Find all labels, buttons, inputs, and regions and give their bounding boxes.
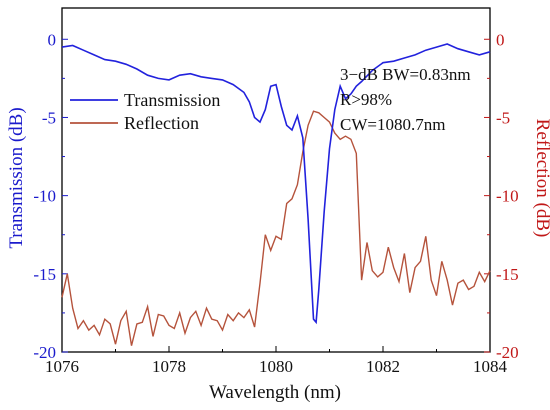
y-right-tick-labels: 0 -5 -10 -15 -20 — [496, 30, 519, 362]
x-tick-label: 1078 — [152, 357, 186, 376]
x-tick-label: 1080 — [259, 357, 293, 376]
x-tick-label: 1084 — [473, 357, 508, 376]
legend-label-transmission: Transmission — [124, 90, 220, 110]
y-right-axis-title: Reflection (dB) — [532, 119, 550, 238]
x-tick-labels: 1076 1078 1080 1082 1084 — [45, 357, 508, 376]
y-left-tick-label: -10 — [33, 187, 56, 206]
y-left-tick-label: -15 — [33, 265, 56, 284]
legend: Transmission Reflection — [70, 90, 220, 133]
annotation-bandwidth: 3−dB BW=0.83nm — [340, 65, 471, 84]
annotation-reflectivity: R>98% — [340, 90, 392, 109]
x-tick-label: 1082 — [366, 357, 400, 376]
legend-label-reflection: Reflection — [124, 113, 199, 133]
x-tick-label: 1076 — [45, 357, 79, 376]
annotation-block: 3−dB BW=0.83nm R>98% CW=1080.7nm — [340, 65, 471, 134]
y-right-tick-label: -5 — [496, 108, 510, 127]
x-axis-title: Wavelength (nm) — [209, 382, 341, 403]
reflection-series-line — [61, 110, 491, 346]
plot-frame — [61, 7, 491, 353]
y-left-tick-label: 0 — [48, 30, 57, 49]
annotation-center-wavelength: CW=1080.7nm — [340, 115, 445, 134]
transmission-series-line — [61, 43, 491, 325]
axis-ticks — [61, 38, 491, 353]
y-right-tick-label: -10 — [496, 187, 519, 206]
y-left-tick-label: -20 — [33, 343, 56, 362]
plot-area — [61, 7, 491, 353]
y-left-tick-label: -5 — [42, 108, 56, 127]
y-right-tick-label: -15 — [496, 265, 519, 284]
y-left-axis-title: Transmission (dB) — [6, 107, 27, 248]
y-right-tick-label: -20 — [496, 343, 519, 362]
y-right-tick-label: 0 — [496, 30, 505, 49]
y-left-tick-labels: 0 -5 -10 -15 -20 — [33, 30, 56, 362]
